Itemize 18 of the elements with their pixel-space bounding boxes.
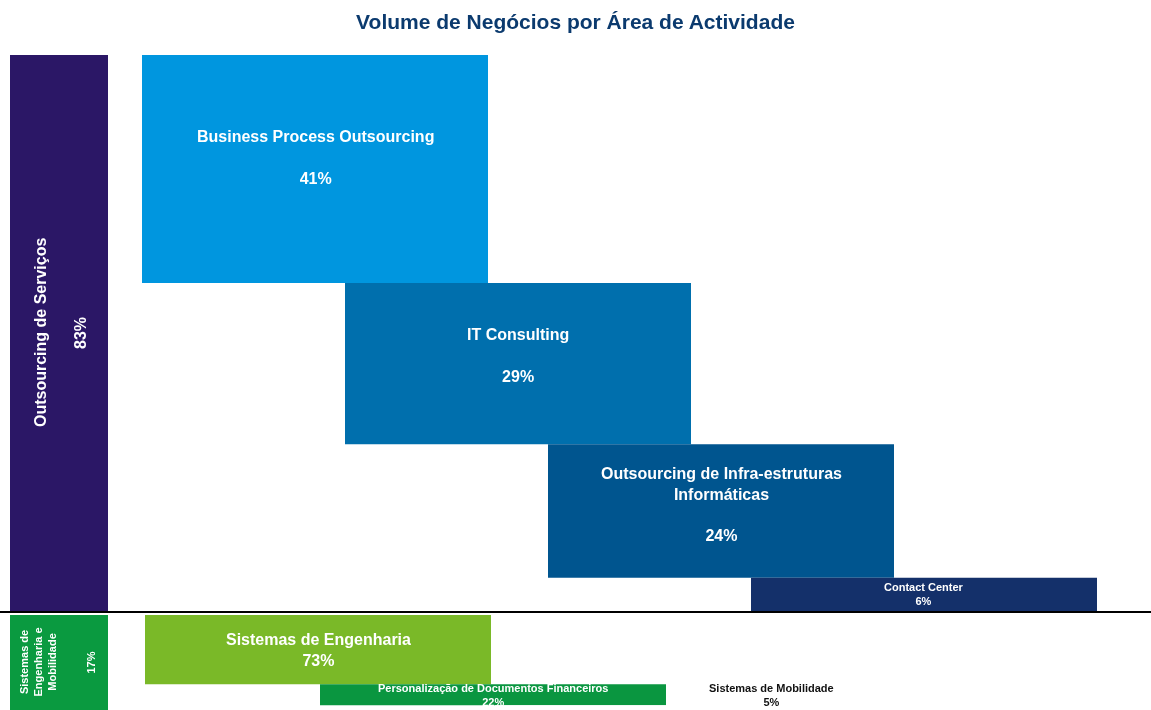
category-label: Sistemas de Mobilidade bbox=[709, 682, 834, 694]
category-label: Personalização de Documentos Financeiros bbox=[378, 682, 609, 694]
data-label: 5% bbox=[763, 696, 780, 709]
category-label: Contact Center bbox=[884, 581, 964, 593]
data-label: 24% bbox=[705, 527, 738, 545]
data-label: 29% bbox=[502, 367, 535, 385]
data-label: 6% bbox=[915, 595, 932, 608]
category-label: IT Consulting bbox=[467, 326, 570, 343]
category-label: Business Process Outsourcing bbox=[197, 128, 435, 145]
text: 83% bbox=[72, 316, 89, 349]
data-label: 41% bbox=[299, 169, 332, 187]
text: Volume de Negócios por Área de Actividade bbox=[356, 10, 795, 34]
category-label: Sistemas de Engenharia bbox=[226, 631, 412, 648]
text: 17% bbox=[84, 651, 97, 674]
category-label: Outsourcing de Infra-estruturas Informáticas bbox=[601, 465, 843, 503]
text: Outsourcing de Serviços bbox=[32, 237, 49, 427]
data-label: 73% bbox=[302, 651, 335, 669]
text: Sistemas de Engenharia e Mobilidade bbox=[17, 627, 59, 697]
